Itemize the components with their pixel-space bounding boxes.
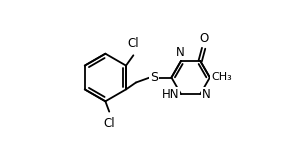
- Text: S: S: [150, 71, 158, 84]
- Text: Cl: Cl: [128, 37, 139, 50]
- Text: O: O: [199, 32, 208, 45]
- Text: N: N: [202, 88, 211, 101]
- Text: N: N: [176, 46, 185, 59]
- Text: HN: HN: [162, 88, 179, 101]
- Text: CH₃: CH₃: [211, 73, 232, 82]
- Text: Cl: Cl: [103, 117, 115, 130]
